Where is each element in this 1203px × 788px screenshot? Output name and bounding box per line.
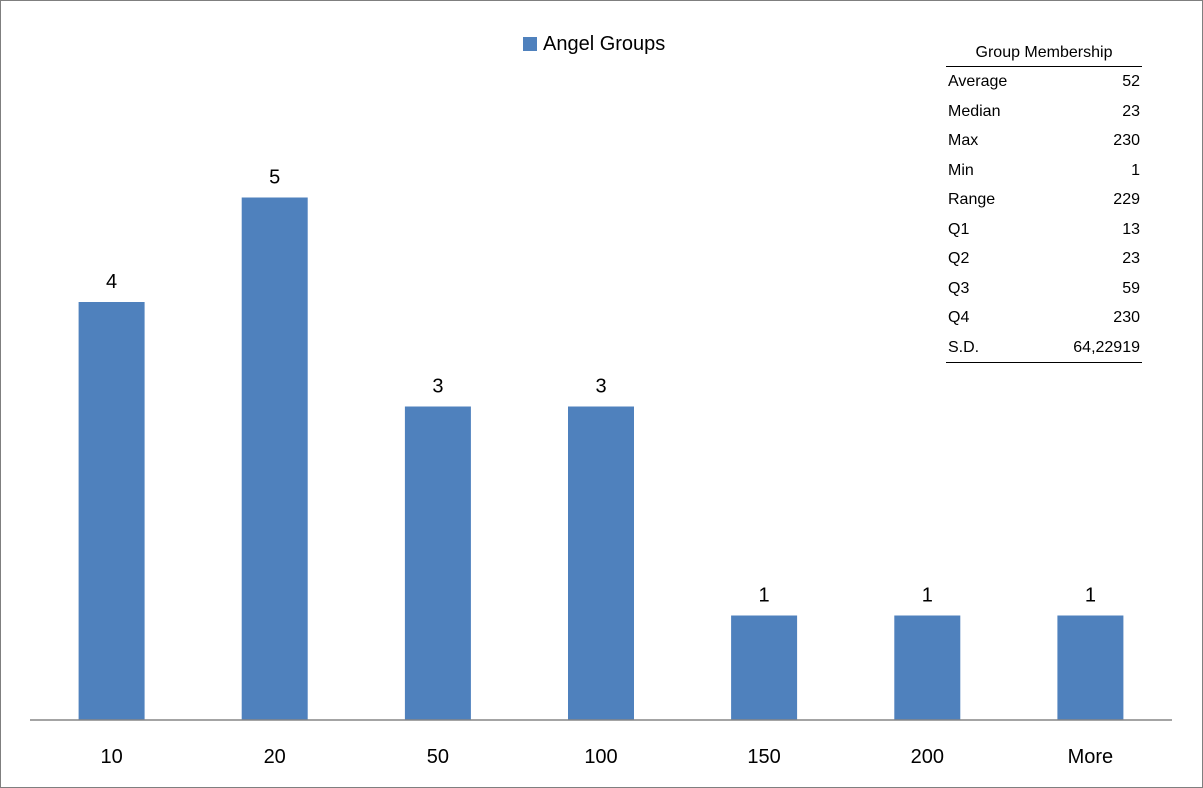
stats-row-value: 52 xyxy=(1122,73,1140,90)
x-tick-label: 100 xyxy=(584,746,617,768)
stats-row: Max 230 xyxy=(946,126,1142,156)
bar xyxy=(731,615,798,720)
bar xyxy=(78,302,145,720)
stats-row-label: Min xyxy=(948,161,974,179)
bars-layer xyxy=(78,197,1124,720)
stats-row-label: Max xyxy=(948,132,979,149)
stats-row: Q1 13 xyxy=(946,215,1142,245)
stats-row-label: S.D. xyxy=(948,338,980,356)
bar xyxy=(1057,615,1124,720)
legend-swatch xyxy=(523,37,537,51)
bar-value-label: 4 xyxy=(106,271,117,293)
bar-value-label: 3 xyxy=(595,376,606,398)
stats-row-label: Q1 xyxy=(948,220,970,238)
stats-row-value: 23 xyxy=(1122,102,1140,120)
stats-row: Median 23 xyxy=(946,97,1142,127)
stats-row-value: 64,22919 xyxy=(1073,338,1140,356)
stats-row-value: 59 xyxy=(1122,279,1140,297)
x-tick-label: 150 xyxy=(747,746,780,768)
stats-row-label: Average xyxy=(948,73,1008,90)
x-tick-label: 10 xyxy=(100,746,122,768)
bar-value-label: 1 xyxy=(922,585,933,607)
stats-row: Q3 59 xyxy=(946,274,1142,304)
stats-table-title: Group Membership xyxy=(946,40,1142,67)
stats-row-label: Q4 xyxy=(948,309,970,326)
x-tick-label: 20 xyxy=(264,746,286,768)
stats-row: Min 1 xyxy=(946,156,1142,186)
bar xyxy=(568,406,634,720)
stats-row: Q2 23 xyxy=(946,244,1142,274)
bar-value-label: 3 xyxy=(432,376,443,398)
stats-row-value: 1 xyxy=(1131,161,1140,179)
bar-value-label: 1 xyxy=(1085,585,1096,607)
bar xyxy=(241,197,308,720)
stats-row-value: 23 xyxy=(1122,250,1140,267)
legend: Angel Groups xyxy=(523,32,665,56)
stats-row: Q4 230 xyxy=(946,303,1142,333)
stats-row-label: Q3 xyxy=(948,279,970,297)
stats-row-label: Range xyxy=(948,191,996,208)
x-tick-label: 200 xyxy=(911,746,944,768)
stats-row: Range 229 xyxy=(946,185,1142,215)
stats-row-label: Q2 xyxy=(948,250,970,267)
stats-row-value: 13 xyxy=(1122,220,1140,238)
stats-row-value: 230 xyxy=(1113,309,1140,326)
bar-value-label: 5 xyxy=(269,167,280,189)
x-tick-labels-layer: 10 20 50 100 150 200 More xyxy=(100,746,1113,768)
bar xyxy=(894,615,961,720)
stats-row-value: 229 xyxy=(1113,191,1140,208)
x-tick-label: More xyxy=(1068,746,1114,768)
group-membership-table: Group Membership Average 52 Median 23 Max 230… xyxy=(946,40,1142,363)
bar-value-label: 1 xyxy=(759,585,770,607)
stats-row: Average 52 xyxy=(946,67,1142,97)
stats-row-label: Median xyxy=(948,102,1001,120)
stats-rows: Average 52 Median 23 Max 230 Min 1 Range 229 Q1 13 Q… xyxy=(946,67,1142,363)
bar xyxy=(404,406,471,720)
stats-row: S.D. 64,22919 xyxy=(946,333,1142,363)
value-labels-layer: 4 5 3 3 1 1 1 xyxy=(106,167,1096,607)
stats-row-value: 230 xyxy=(1113,132,1140,149)
x-tick-label: 50 xyxy=(427,746,449,768)
legend-label: Angel Groups xyxy=(543,32,666,55)
